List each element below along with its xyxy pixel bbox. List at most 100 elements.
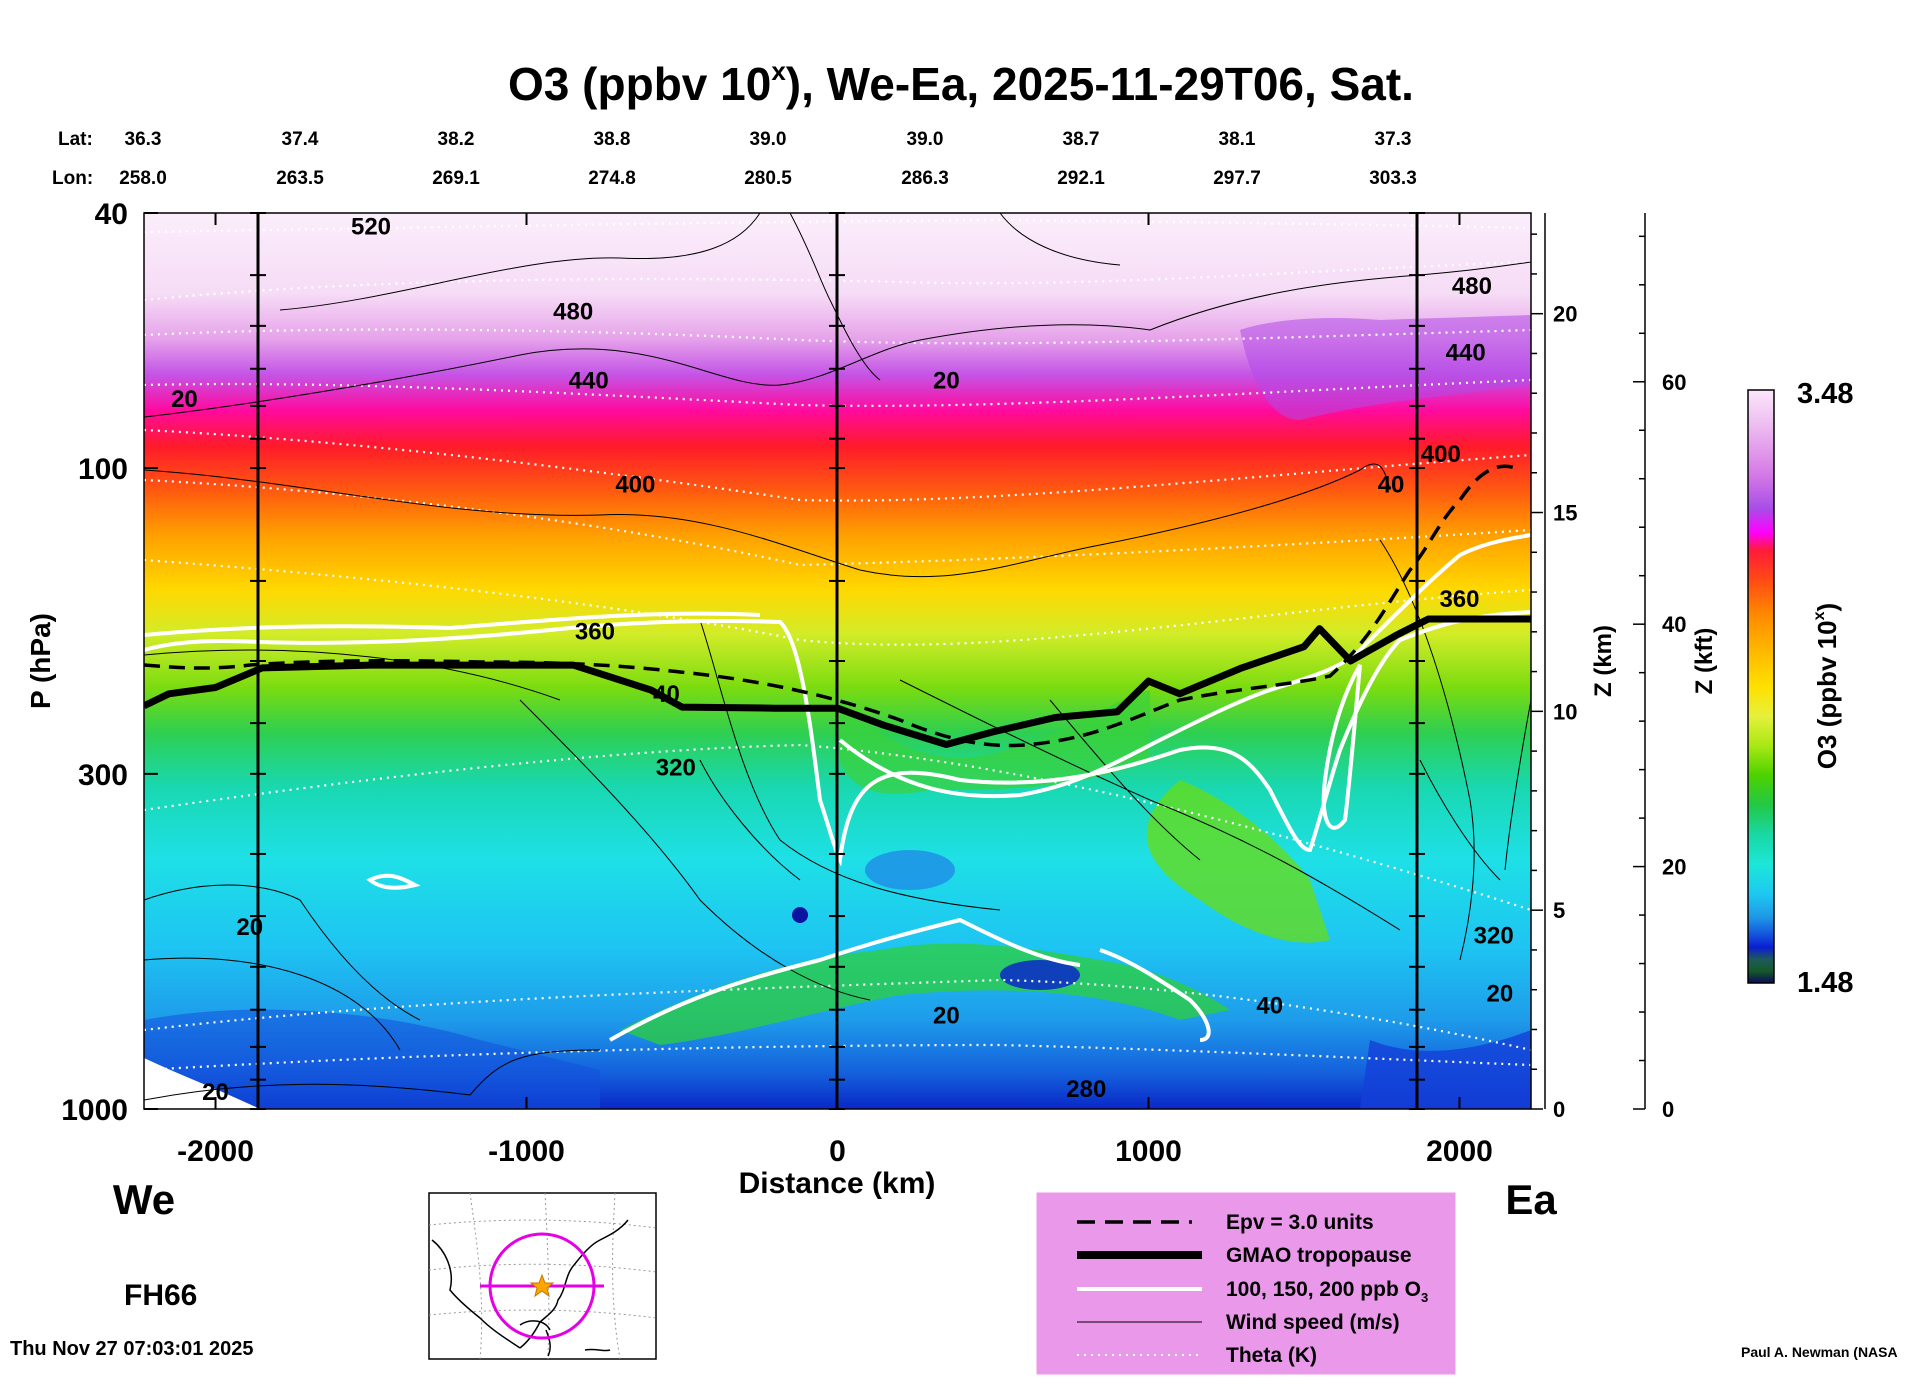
contour-label: 400 bbox=[1421, 441, 1461, 468]
contour-label: 40 bbox=[1378, 471, 1405, 498]
low-green-tongue bbox=[620, 943, 1230, 1045]
z-km-axis-label: Z (km) bbox=[1590, 625, 1617, 697]
y-tick-label: 100 bbox=[78, 453, 128, 486]
lat-lon-header: 36.3 37.4 38.2 38.8 39.0 39.0 38.7 38.1 37.3 258.… bbox=[119, 129, 1417, 189]
x-axis: -2000 -1000 0 1000 2000 bbox=[177, 213, 1493, 1168]
lon-value: 274.8 bbox=[588, 168, 636, 189]
x-tick-label: 2000 bbox=[1426, 1135, 1493, 1168]
contour-label: 440 bbox=[1446, 339, 1486, 366]
surface-blue-right bbox=[1360, 1030, 1531, 1109]
colorbar-title-end: ) bbox=[1812, 603, 1842, 612]
wind-speed-contours bbox=[144, 213, 1531, 1101]
contour-label: 20 bbox=[933, 367, 960, 394]
z-kft-tick-label: 0 bbox=[1662, 1097, 1674, 1122]
colorbar-title-main: O3 (ppbv 10 bbox=[1812, 620, 1842, 769]
generation-timestamp: Thu Nov 27 07:03:01 2025 bbox=[10, 1338, 253, 1360]
x-tick-label: -1000 bbox=[488, 1135, 565, 1168]
reference-line-ticks bbox=[250, 212, 1425, 1110]
upper-ridge-purple bbox=[1240, 315, 1531, 420]
z-kft-tick-label: 20 bbox=[1662, 855, 1686, 880]
z-kft-axis-label: Z (kft) bbox=[1691, 628, 1718, 695]
lon-label: Lon: bbox=[52, 168, 93, 189]
contour-label: 20 bbox=[933, 1003, 960, 1030]
blue-pocket-3 bbox=[792, 907, 808, 923]
lat-value: 38.7 bbox=[1063, 129, 1100, 150]
contour-label: 480 bbox=[553, 299, 593, 326]
gmao-tropopause-line bbox=[144, 615, 1531, 748]
contour-label: 520 bbox=[351, 214, 391, 241]
z-km-tick-label: 5 bbox=[1553, 898, 1565, 923]
title-exponent: x bbox=[771, 56, 786, 86]
lon-value: 292.1 bbox=[1057, 168, 1105, 189]
lon-value: 286.3 bbox=[901, 168, 949, 189]
lon-value: 258.0 bbox=[119, 168, 167, 189]
chart-title: O3 (ppbv 10x), We-Ea, 2025-11-29T06, Sat… bbox=[508, 56, 1414, 110]
colorbar: 3.48 1.48 O3 (ppbv 10x) bbox=[1747, 378, 1853, 999]
z-km-tick-label: 15 bbox=[1553, 501, 1577, 526]
x-tick-label: 0 bbox=[829, 1135, 846, 1168]
lat-value: 37.3 bbox=[1375, 129, 1412, 150]
contour-label: 40 bbox=[1256, 993, 1283, 1020]
contour-label: 40 bbox=[653, 681, 680, 708]
forecast-hour: FH66 bbox=[124, 1279, 197, 1312]
z-km-tick-label: 10 bbox=[1553, 699, 1577, 724]
contour-label: 440 bbox=[569, 367, 609, 394]
lat-label: Lat: bbox=[58, 129, 93, 150]
lat-value: 39.0 bbox=[907, 129, 944, 150]
tropopause-dip-green bbox=[840, 690, 1150, 794]
lon-value: 297.7 bbox=[1213, 168, 1261, 189]
lat-value: 39.0 bbox=[750, 129, 787, 150]
center-star-icon bbox=[529, 1273, 555, 1298]
legend-label-ozone-main: 100, 150, 200 ppb O bbox=[1226, 1278, 1421, 1301]
z-kft-tick-label: 60 bbox=[1662, 370, 1686, 395]
y-tick-label: 1000 bbox=[61, 1094, 128, 1127]
contour-label: 20 bbox=[171, 386, 198, 413]
x-tick-label: -2000 bbox=[177, 1135, 254, 1168]
z-km-tick-label: 0 bbox=[1553, 1097, 1565, 1122]
legend-label-wind: Wind speed (m/s) bbox=[1226, 1311, 1400, 1334]
y-axis-pressure: 40 100 300 1000 bbox=[61, 198, 158, 1127]
east-label: Ea bbox=[1505, 1176, 1557, 1223]
colorbar-max-label: 3.48 bbox=[1797, 378, 1853, 410]
contour-label: 280 bbox=[1066, 1076, 1106, 1103]
z-km-tick-label: 20 bbox=[1553, 302, 1577, 327]
legend-label-tropopause: GMAO tropopause bbox=[1226, 1244, 1412, 1267]
epv-3-contour bbox=[144, 464, 1521, 748]
colorbar-title-exponent: x bbox=[1811, 611, 1828, 620]
legend-label-ozone: 100, 150, 200 ppb O3 bbox=[1226, 1278, 1428, 1305]
lat-value: 38.1 bbox=[1219, 129, 1256, 150]
contour-label: 320 bbox=[1474, 922, 1514, 949]
legend-label-ozone-subscript: 3 bbox=[1421, 1290, 1428, 1305]
title-main: O3 (ppbv 10 bbox=[508, 58, 771, 110]
z-km-axis: 0 5 10 15 20 bbox=[1531, 213, 1577, 1122]
blue-pocket-1 bbox=[865, 850, 955, 890]
surface-white-gap bbox=[144, 1058, 260, 1109]
y-axis-label: P (hPa) bbox=[25, 613, 56, 709]
contour-label: 320 bbox=[656, 754, 696, 781]
z-kft-tick-label: 40 bbox=[1662, 612, 1686, 637]
west-label: We bbox=[113, 1176, 175, 1223]
lon-value: 303.3 bbox=[1369, 168, 1417, 189]
contour-label: 20 bbox=[1487, 980, 1514, 1007]
lat-value: 38.2 bbox=[438, 129, 475, 150]
lon-value: 263.5 bbox=[276, 168, 324, 189]
lon-value: 269.1 bbox=[432, 168, 480, 189]
contour-label: 400 bbox=[615, 471, 655, 498]
title-rest: ), We-Ea, 2025-11-29T06, Sat. bbox=[786, 58, 1414, 110]
coastline bbox=[431, 1219, 629, 1357]
lon-value: 280.5 bbox=[744, 168, 792, 189]
ozone-ppb-contours bbox=[144, 533, 1531, 1042]
legend: Epv = 3.0 units GMAO tropopause 100, 150… bbox=[1036, 1192, 1456, 1375]
colorbar-min-label: 1.48 bbox=[1797, 967, 1853, 999]
colorbar-gradient bbox=[1747, 389, 1775, 984]
x-tick-label: 1000 bbox=[1115, 1135, 1182, 1168]
locator-map bbox=[428, 1192, 657, 1360]
lat-value: 38.8 bbox=[594, 129, 631, 150]
legend-label-theta: Theta (K) bbox=[1226, 1344, 1317, 1367]
y-tick-label: 40 bbox=[95, 198, 128, 231]
contour-label: 480 bbox=[1452, 273, 1492, 300]
colorbar-title: O3 (ppbv 10x) bbox=[1811, 603, 1842, 769]
legend-label-epv: Epv = 3.0 units bbox=[1226, 1211, 1374, 1234]
